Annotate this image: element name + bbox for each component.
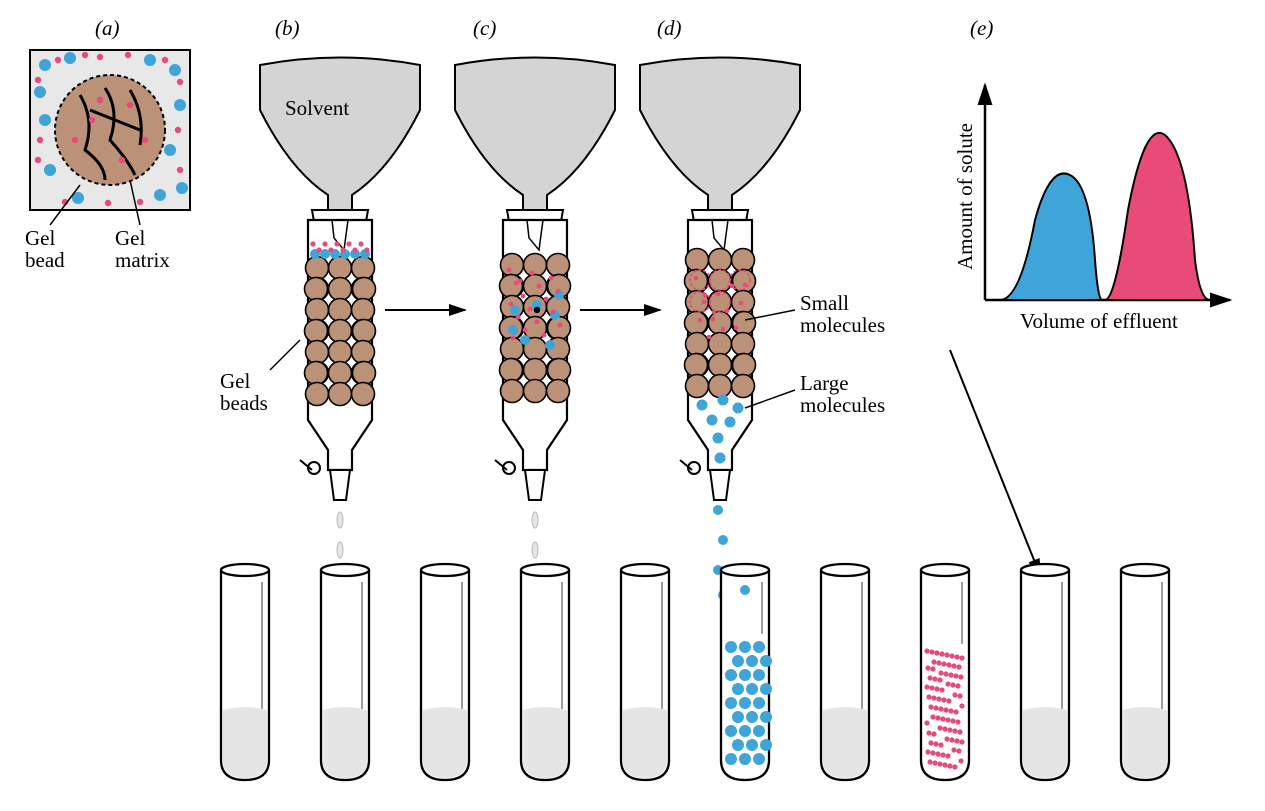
column-b xyxy=(260,58,420,559)
test-tube-1 xyxy=(321,564,369,780)
column-d xyxy=(640,58,800,601)
arrow-to-pink-tube xyxy=(950,350,1040,575)
test-tube-9 xyxy=(1121,564,1169,780)
chart-xlabel: Volume of effluent xyxy=(1020,309,1178,333)
test-tube-3 xyxy=(521,564,569,780)
panel-e-label: (e) xyxy=(970,16,993,40)
small-molecules-label: Smallmolecules xyxy=(800,291,885,337)
panel-b-label: (b) xyxy=(275,16,300,40)
large-molecules-label: Largemolecules xyxy=(800,371,885,417)
gel-bead-label: Gelbead xyxy=(25,226,65,272)
panel-a-label: (a) xyxy=(95,16,120,40)
panel-a-inset xyxy=(30,50,190,210)
panel-c-label: (c) xyxy=(473,16,496,40)
test-tube-5 xyxy=(721,564,772,780)
test-tube-2 xyxy=(421,564,469,780)
test-tube-4 xyxy=(621,564,669,780)
elution-chart: Volume of effluent Amount of solute xyxy=(953,85,1230,333)
test-tube-7 xyxy=(921,564,969,780)
gel-beads-label: Gelbeads xyxy=(220,369,268,415)
chart-ylabel: Amount of solute xyxy=(953,123,977,270)
gel-matrix-label: Gelmatrix xyxy=(115,226,170,272)
column-c xyxy=(455,58,615,559)
test-tube-8 xyxy=(1021,564,1069,780)
test-tube-0 xyxy=(221,564,269,780)
solvent-label: Solvent xyxy=(285,96,349,120)
panel-d-label: (d) xyxy=(657,16,682,40)
test-tube-6 xyxy=(821,564,869,780)
